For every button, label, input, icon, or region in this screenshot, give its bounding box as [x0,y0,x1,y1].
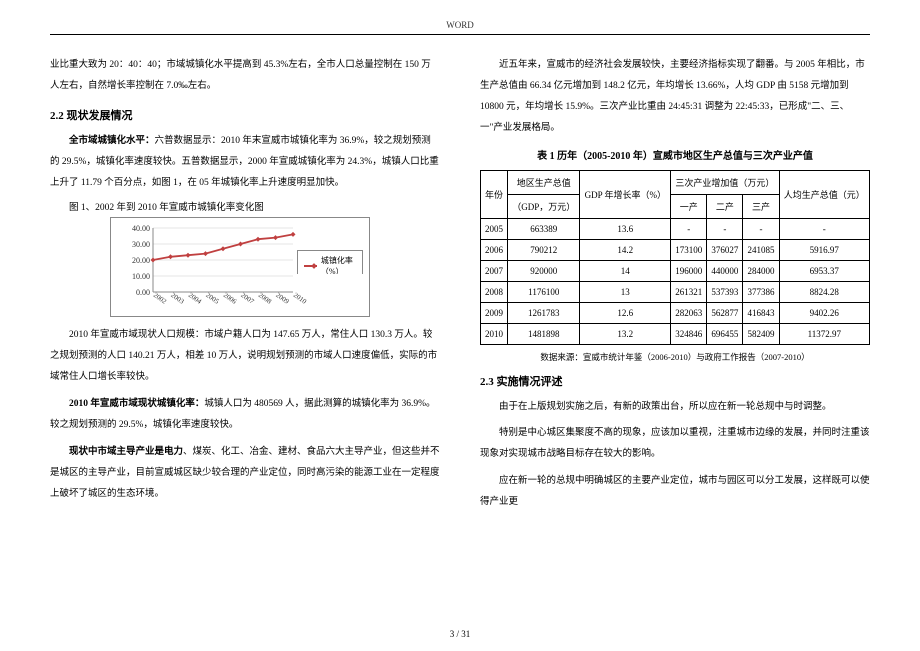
table-cell: 6953.37 [779,260,869,281]
svg-text:2002: 2002 [152,292,168,307]
table-cell: 1481898 [508,323,580,344]
table-cell: 196000 [671,260,707,281]
svg-text:2003: 2003 [169,292,185,307]
th-percap: 人均生产总值（元） [779,170,869,218]
table-cell: 2006 [481,239,508,260]
table-row: 20081176100132613215373933773868824.28 [481,281,870,302]
table-cell: 2005 [481,218,508,239]
table-cell: 5916.97 [779,239,869,260]
svg-text:2005: 2005 [204,292,220,307]
svg-text:2006: 2006 [222,292,238,307]
para-urbanization-level: 全市域城镇化水平：六普数据显示：2010 年末宣威市城镇化率为 36.9%，较之… [50,131,440,194]
para-urban-rate-2010: 2010 年宣威市域现状城镇化率：城镇人口为 480569 人，据此测算的城镇化… [50,394,440,436]
table-cell: 282063 [671,302,707,323]
figure-1-caption: 图 1、2002 年到 2010 年宣威市城镇化率变化图 [50,199,440,213]
svg-text:2008: 2008 [257,292,273,307]
th-tri: 三次产业增加值（万元） [671,170,779,194]
table-cell: - [707,218,743,239]
table-cell: - [779,218,869,239]
svg-text:2009: 2009 [274,292,290,307]
heading-2-2: 2.2 现状发展情况 [50,107,440,123]
line-chart: 0.00 10.00 20.00 30.00 40.00 2002200320042005… [119,224,363,314]
table-cell: 14 [580,260,671,281]
svg-text:40.00: 40.00 [132,224,150,233]
table-cell: 324846 [671,323,707,344]
table-row: 200566338913.6---- [481,218,870,239]
table-cell: 1176100 [508,281,580,302]
th-p1: 一产 [671,194,707,218]
table-cell: 13.6 [580,218,671,239]
table-cell: 2007 [481,260,508,281]
table-cell: 261321 [671,281,707,302]
table-cell: 663389 [508,218,580,239]
table-cell: 790212 [508,239,580,260]
th-gdp: 地区生产总值 [508,170,580,194]
svg-text:10.00: 10.00 [132,272,150,281]
svg-text:2004: 2004 [187,292,203,307]
para-intro: 业比重大致为 20：40：40；市域城镇化水平提高到 45.3%左右，全市人口总… [50,55,440,97]
page-footer: 3 / 31 [0,629,920,639]
para-23-1: 由于在上版规划实施之后，有新的政策出台，所以应在新一轮总规中与时调整。 [480,397,870,418]
table-1-title: 表 1 历年（2005-2010 年）宣威市地区生产总值与三次产业产值 [480,147,870,162]
para-population: 2010 年宣威市域现状人口规模：市域户籍人口为 147.65 万人，常住人口 … [50,325,440,388]
table-cell: 582409 [743,323,779,344]
table-cell: 2009 [481,302,508,323]
gdp-table: 年份 地区生产总值 GDP 年增长率（%） 三次产业增加值（万元） 人均生产总值… [480,170,870,345]
table-note: 数据来源：宣威市统计年鉴（2006-2010）与政府工作报告（2007-2010… [480,351,870,363]
page-number: 3 / 31 [450,629,471,639]
svg-text:0.00: 0.00 [136,288,150,297]
table-cell: - [671,218,707,239]
table-cell: 440000 [707,260,743,281]
th-p2: 二产 [707,194,743,218]
chart-container: 0.00 10.00 20.00 30.00 40.00 2002200320042005… [110,217,370,317]
th-p3: 三产 [743,194,779,218]
table-row: 2010148189813.232484669645558240911372.9… [481,323,870,344]
table-cell: 11372.97 [779,323,869,344]
th-growth: GDP 年增长率（%） [580,170,671,218]
svg-text:20.00: 20.00 [132,256,150,265]
table-cell: 376027 [707,239,743,260]
left-column: 业比重大致为 20：40：40；市域城镇化水平提高到 45.3%左右，全市人口总… [50,55,440,519]
table-cell: 1261783 [508,302,580,323]
table-cell: 12.6 [580,302,671,323]
svg-text:2010: 2010 [292,292,308,307]
table-cell: 14.2 [580,239,671,260]
header-label: WORD [446,20,474,30]
table-cell: 2008 [481,281,508,302]
table-cell: 13.2 [580,323,671,344]
heading-2-3: 2.3 实施情况评述 [480,373,870,389]
table-cell: - [743,218,779,239]
table-cell: 2010 [481,323,508,344]
th-year: 年份 [481,170,508,218]
table-cell: 13 [580,281,671,302]
table-row: 2007920000141960004400002840006953.37 [481,260,870,281]
table-cell: 696455 [707,323,743,344]
table-cell: 284000 [743,260,779,281]
table-cell: 8824.28 [779,281,869,302]
para-23-2: 特别是中心城区集聚度不高的现象，应该加以重视，注重城市边缘的发展，并同时注重该现… [480,423,870,465]
svg-text:30.00: 30.00 [132,240,150,249]
page-header: WORD [50,20,870,35]
table-row: 200679021214.21731003760272410855916.97 [481,239,870,260]
svg-text:2007: 2007 [239,292,255,307]
table-cell: 920000 [508,260,580,281]
table-cell: 9402.26 [779,302,869,323]
para-economy-5yr: 近五年来，宣威市的经济社会发展较快，主要经济指标实现了翻番。与 2005 年相比… [480,55,870,139]
table-cell: 416843 [743,302,779,323]
table-cell: 377386 [743,281,779,302]
table-cell: 562877 [707,302,743,323]
table-cell: 537393 [707,281,743,302]
table-cell: 173100 [671,239,707,260]
para-leading-industry: 现状中市域主导产业是电力、煤炭、化工、冶金、建材、食品六大主导产业，但这些并不是… [50,442,440,505]
right-column: 近五年来，宣威市的经济社会发展较快，主要经济指标实现了翻番。与 2005 年相比… [480,55,870,519]
th-gdp-unit: （GDP，万元） [508,194,580,218]
table-cell: 241085 [743,239,779,260]
bold-label: 全市域城镇化水平： [69,136,155,146]
para-23-3: 应在新一轮的总规中明确城区的主要产业定位，城市与园区可以分工发展，这样既可以使得… [480,471,870,513]
table-row: 2009126178312.62820635628774168439402.26 [481,302,870,323]
